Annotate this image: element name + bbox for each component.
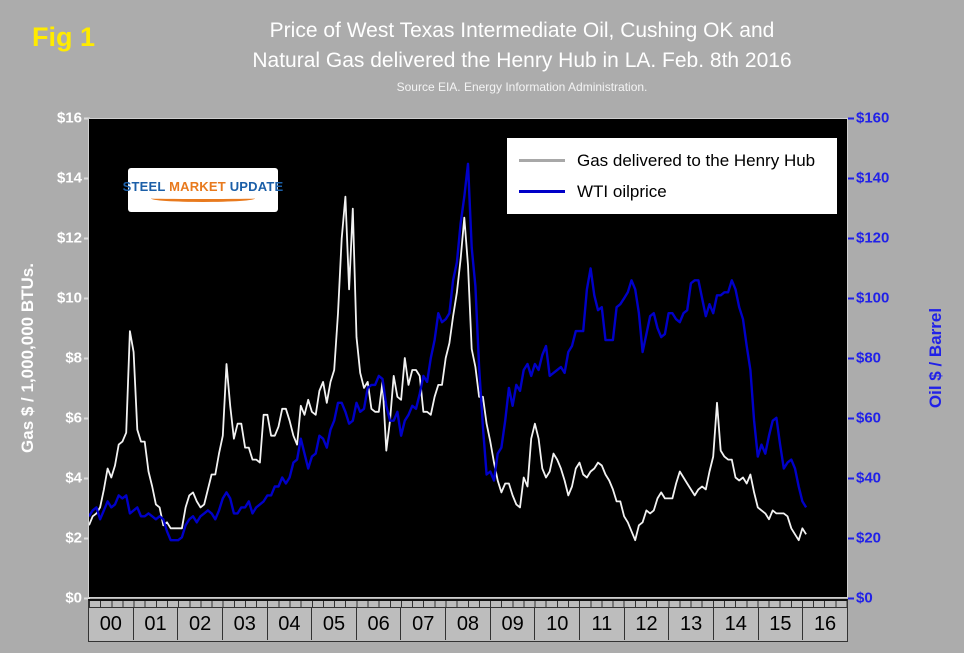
legend-item-gas: Gas delivered to the Henry Hub [519, 145, 825, 176]
logo-swoosh-graphic [151, 195, 255, 202]
chart-source-subtitle: Source EIA. Energy Information Administr… [396, 80, 648, 94]
logo-word-market: MARKET [169, 178, 226, 194]
left-axis-tick-label: $16 [56, 109, 82, 127]
legend-label-gas: Gas delivered to the Henry Hub [577, 150, 816, 170]
left-axis-tick-label: $8 [65, 349, 82, 367]
x-axis-year-label: 00 [89, 608, 134, 640]
x-axis-year-label: 08 [446, 608, 491, 640]
chart-header: Price of West Texas Intermediate Oil, Cu… [110, 16, 934, 94]
chart-legend: Gas delivered to the Henry Hub WTI oilpr… [506, 137, 838, 215]
gas-price-line [89, 195, 807, 542]
right-axis-tick-label: $100 [856, 289, 890, 307]
chart-series-svg [89, 162, 808, 542]
left-axis-tick-label: $2 [65, 529, 82, 547]
left-axis-ticks: $16 $14 $12 $10 $8 $6 $4 $2 $0 [28, 110, 82, 607]
x-axis-year-labels: 00 01 02 03 04 05 06 07 08 09 10 11 12 13 14 15 16 [89, 608, 847, 640]
x-axis-year-label: 01 [134, 608, 179, 640]
x-axis-year-label: 12 [625, 608, 670, 640]
legend-label-oil: WTI oilprice [577, 181, 667, 201]
right-axis-tick-label: $20 [856, 529, 882, 547]
x-axis-year-label: 09 [491, 608, 536, 640]
right-axis-tick-label: $120 [856, 229, 890, 247]
x-axis-year-label: 02 [178, 608, 223, 640]
steel-market-update-logo: STEEL MARKET UPDATE [123, 168, 283, 212]
right-axis-tick-label: $160 [856, 109, 890, 127]
logo-word-steel: STEEL [122, 178, 166, 194]
x-axis-year-label: 10 [535, 608, 581, 640]
left-axis-tick-label: $14 [56, 169, 82, 187]
x-axis-year-label: 13 [669, 608, 714, 640]
left-axis-tick-label: $0 [65, 589, 82, 607]
right-axis-title: Oil $ / Barrel [926, 307, 945, 409]
gas-line-swatch [519, 159, 565, 162]
right-axis-tick-label: $60 [856, 409, 882, 427]
logo-word-update: UPDATE [229, 178, 284, 194]
chart-title-line-2: Natural Gas delivered the Henry Hub in L… [252, 49, 792, 72]
x-axis-year-label: 14 [714, 608, 759, 640]
right-axis-tick-label: $140 [856, 169, 890, 187]
left-axis-tick-label: $12 [56, 229, 82, 247]
left-axis-tick-label: $4 [65, 469, 82, 487]
legend-item-oil: WTI oilprice [519, 176, 825, 207]
x-axis-year-label: 04 [268, 608, 313, 640]
x-axis-year-label: 03 [223, 608, 268, 640]
left-axis-tick-label: $10 [56, 289, 82, 307]
logo-text: STEEL MARKET UPDATE [123, 179, 284, 194]
figure-number: Fig 1 [32, 22, 96, 52]
left-axis-tick-label: $6 [65, 409, 82, 427]
x-axis-year-label: 16 [813, 612, 837, 635]
right-axis-tick-label: $80 [856, 349, 882, 367]
wti-oil-price-line [89, 162, 808, 542]
x-axis-year-label: 07 [401, 608, 447, 640]
x-axis-year-label: 06 [357, 608, 402, 640]
right-axis-tick-label: $40 [856, 469, 882, 487]
x-axis-year-label: 11 [580, 608, 625, 640]
oil-line-swatch [519, 190, 565, 193]
x-axis-minor-ticks [89, 601, 847, 608]
x-axis: 00 01 02 03 04 05 06 07 08 09 10 11 12 13 14 15 16 [88, 599, 848, 642]
x-axis-year-label: 15 [759, 608, 804, 640]
right-axis-tick-label: $0 [856, 589, 873, 607]
chart-title-line-1: Price of West Texas Intermediate Oil, Cu… [269, 19, 775, 42]
right-axis-ticks: $160 $140 $120 $100 $80 $60 $40 $20 $0 [856, 110, 928, 607]
x-axis-year-label: 05 [312, 608, 357, 640]
